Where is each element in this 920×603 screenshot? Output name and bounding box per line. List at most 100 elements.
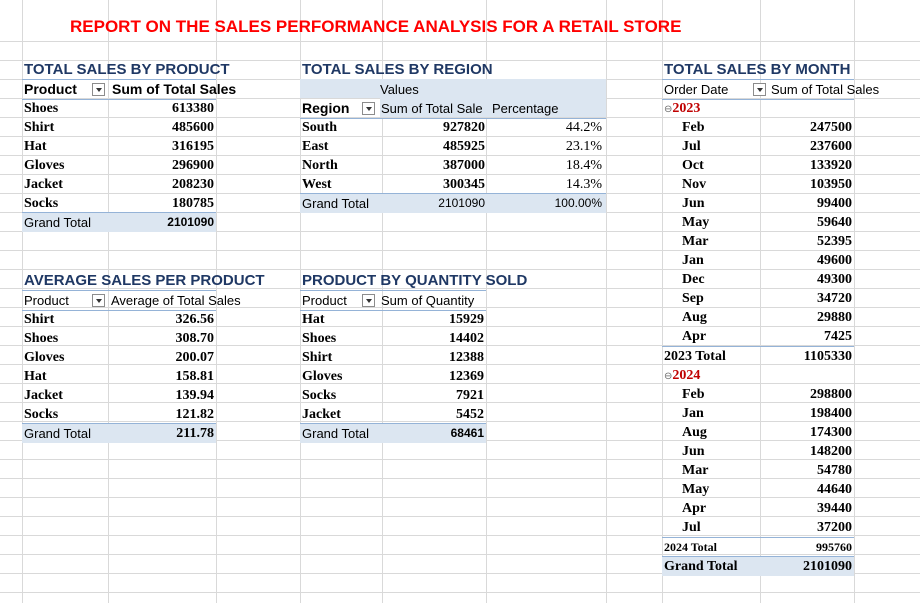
row-label: East	[302, 139, 329, 154]
row-label: Aug	[682, 310, 707, 325]
row-label: Socks	[24, 407, 59, 422]
row-label: Jul	[682, 520, 701, 535]
average-total-sales-header: Average of Total Sales	[111, 293, 241, 308]
row-label: Hat	[302, 312, 325, 327]
table-row: Socks 180785	[22, 194, 216, 213]
row-label: Apr	[682, 501, 707, 516]
product-column-header: Product	[24, 293, 69, 308]
region-column-header: Region	[302, 100, 350, 116]
table-row: May 44640	[662, 480, 854, 499]
table-row: Mar 52395	[662, 232, 854, 251]
grand-total-value: 2101090	[167, 215, 214, 229]
values-label: Values	[380, 82, 419, 97]
row-label: Shoes	[24, 101, 59, 116]
row-label: Jul	[682, 139, 701, 154]
row-label: May	[682, 215, 710, 230]
table-row: Socks 121.82	[22, 405, 216, 424]
row-value: 49600	[817, 253, 852, 268]
row-value: 103950	[810, 177, 852, 192]
table-row: Hat 158.81	[22, 367, 216, 386]
table-row: Jan 198400	[662, 404, 854, 423]
table-row: May 59640	[662, 213, 854, 232]
row-label: Gloves	[24, 350, 65, 365]
row-value: 12369	[449, 369, 484, 384]
year-2023-group[interactable]: ⊖2023	[664, 99, 700, 119]
row-label: Oct	[682, 158, 704, 173]
row-value: 158.81	[175, 369, 215, 384]
year-2024-group[interactable]: ⊖2024	[664, 366, 700, 386]
sum-quantity-header: Sum of Quantity	[381, 293, 475, 308]
row-value: 180785	[172, 196, 214, 211]
table-row: Mar 54780	[662, 461, 854, 480]
row-label: Jan	[682, 406, 704, 421]
product-filter-dropdown[interactable]	[362, 294, 375, 307]
table-row: Jul 237600	[662, 137, 854, 156]
row-label: Sep	[682, 291, 704, 306]
grand-total-value: 2101090	[438, 196, 485, 210]
row-label: Feb	[682, 120, 705, 135]
year-label: 2023	[672, 101, 701, 116]
grand-total-label: Grand Total	[302, 196, 369, 211]
row-value: 29880	[817, 310, 852, 325]
grand-total-label: Grand Total	[302, 426, 369, 441]
row-value: 37200	[817, 520, 852, 535]
row-value: 200.07	[175, 350, 215, 365]
percentage-header: Percentage	[492, 101, 559, 116]
table-row: Shirt 326.56	[22, 310, 216, 329]
row-label: May	[682, 482, 710, 497]
collapse-icon[interactable]: ⊖	[664, 371, 673, 382]
subtotal-2024-value: 995760	[816, 540, 852, 554]
row-value: 927820	[443, 120, 485, 135]
grand-total-value: 68461	[450, 426, 484, 440]
row-value: 15929	[449, 312, 484, 327]
average-sales-heading: AVERAGE SALES PER PRODUCT	[24, 272, 265, 289]
row-value: 485925	[443, 139, 485, 154]
table-row: Gloves 296900	[22, 156, 216, 175]
row-label: Shirt	[24, 120, 55, 135]
table-row: Aug 174300	[662, 423, 854, 442]
row-value: 308.70	[175, 331, 215, 346]
row-value: 148200	[810, 444, 852, 459]
product-sales-heading: TOTAL SALES BY PRODUCT	[24, 61, 230, 78]
sum-total-sale-header: Sum of Total Sale	[381, 101, 483, 116]
collapse-icon[interactable]: ⊖	[664, 104, 673, 115]
row-label: Shirt	[24, 312, 55, 327]
row-label: Shoes	[24, 331, 59, 346]
row-label: Gloves	[302, 369, 343, 384]
row-label: Apr	[682, 329, 707, 344]
table-row: Jul 37200	[662, 518, 854, 537]
sum-total-sales-header: Sum of Total Sales	[771, 82, 880, 97]
row-label: Shoes	[302, 331, 337, 346]
subtotal-2023-label: 2023 Total	[664, 349, 726, 364]
row-value: 174300	[810, 425, 852, 440]
quantity-sold-pivot: PRODUCT BY QUANTITY SOLD Product Sum of …	[300, 271, 527, 446]
product-sales-pivot: TOTAL SALES BY PRODUCT Product Sum of To…	[22, 60, 236, 235]
row-label: West	[302, 177, 332, 192]
quantity-sold-heading: PRODUCT BY QUANTITY SOLD	[302, 272, 528, 289]
row-label: Aug	[682, 425, 707, 440]
region-sales-pivot: TOTAL SALES BY REGION Values Region Sum …	[300, 60, 606, 215]
table-row: Apr 39440	[662, 499, 854, 518]
sum-total-sales-header: Sum of Total Sales	[112, 81, 237, 97]
region-filter-dropdown[interactable]	[362, 102, 375, 115]
table-row: Apr 7425	[662, 327, 854, 346]
row-value: 613380	[172, 101, 214, 116]
row-value: 326.56	[175, 312, 215, 327]
row-value: 7425	[824, 329, 852, 344]
subtotal-2024-label: 2024 Total	[664, 540, 718, 554]
year-label: 2024	[672, 368, 701, 383]
row-label: Jacket	[24, 388, 63, 403]
table-row: Sep 34720	[662, 289, 854, 308]
row-value: 247500	[810, 120, 852, 135]
product-filter-dropdown[interactable]	[92, 294, 105, 307]
row-value: 54780	[817, 463, 852, 478]
product-column-header: Product	[302, 293, 347, 308]
row-label: Gloves	[24, 158, 65, 173]
row-value: 49300	[817, 272, 852, 287]
product-filter-dropdown[interactable]	[92, 83, 105, 96]
row-value: 52395	[817, 234, 852, 249]
table-row: Jacket 139.94	[22, 386, 216, 405]
order-date-filter-dropdown[interactable]	[753, 83, 766, 96]
table-row: South 927820 44.2%	[300, 118, 606, 137]
row-label: Hat	[24, 139, 47, 154]
